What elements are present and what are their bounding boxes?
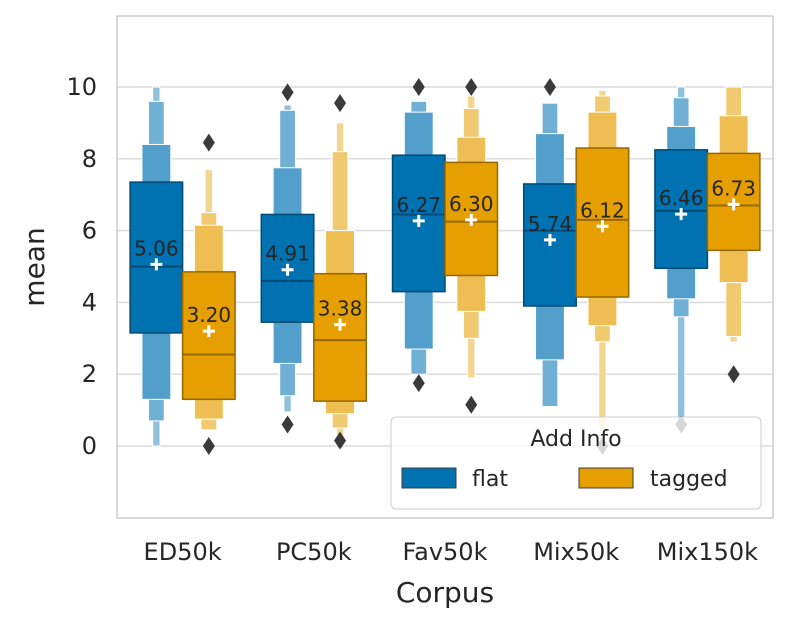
legend-label-flat: flat	[472, 467, 508, 492]
box-outline	[129, 181, 184, 334]
mean-marker	[202, 325, 215, 338]
mean-label: 6.73	[711, 176, 756, 200]
y-tick-label: 10	[66, 73, 97, 101]
outlier-point	[465, 395, 478, 414]
outlier-point	[281, 415, 294, 434]
box-outline	[260, 213, 315, 323]
outlier-point	[412, 78, 425, 96]
boxen-tagged-Mix150k	[706, 86, 761, 384]
mean-label: 6.46	[659, 186, 704, 210]
mean-marker	[412, 214, 425, 227]
plot-frame	[116, 15, 774, 519]
legend-swatch-flat	[401, 467, 457, 489]
boxen-flat-Fav50k	[391, 78, 446, 393]
boxen-flat-Mix50k	[522, 78, 577, 408]
y-tick-labels: 0 2 4 6 8 10	[66, 73, 97, 460]
boxen-tagged-Fav50k	[444, 78, 499, 414]
x-tick-label: PC50k	[276, 538, 352, 566]
outlier-point	[727, 365, 740, 384]
mean-label: 5.06	[134, 236, 179, 260]
y-tick-label: 4	[82, 288, 97, 316]
outlier-point	[334, 94, 347, 113]
mean-label: 6.12	[580, 198, 625, 222]
mean-marker	[675, 208, 688, 221]
x-tick-label: Mix50k	[533, 538, 619, 566]
x-tick-label: ED50k	[144, 538, 222, 566]
box-outline	[444, 161, 499, 277]
outlier-point	[202, 437, 215, 455]
legend-frame	[390, 416, 762, 510]
x-tick-labels: ED50k PC50k Fav50k Mix50k Mix150k	[144, 538, 759, 566]
legend-swatch-tagged	[578, 467, 634, 489]
mean-label: 3.38	[318, 297, 363, 321]
mean-label: 6.27	[396, 193, 441, 217]
mean-label: 4.91	[265, 242, 310, 266]
outlier-point	[334, 431, 347, 450]
mean-labels: 5.06 4.91 6.27 5.74 6.46 3.20 3.38 6.30 6.12 6.73	[134, 176, 756, 327]
mean-marker	[727, 198, 740, 211]
box-outline	[706, 152, 761, 252]
mean-label: 6.30	[449, 192, 494, 216]
mean-marker	[281, 263, 294, 276]
y-tick-label: 0	[82, 432, 97, 460]
mean-marker	[150, 258, 163, 271]
mean-marker	[334, 318, 347, 331]
mean-label: 3.20	[187, 303, 232, 327]
box-outline	[313, 272, 368, 402]
mean-marker	[596, 220, 609, 233]
y-tick-label: 2	[82, 360, 97, 388]
box-level	[313, 273, 367, 402]
outlier-point	[412, 374, 425, 393]
boxen-tagged-PC50k	[313, 94, 368, 450]
box-outline	[575, 147, 630, 298]
x-axis-label: Corpus	[396, 576, 494, 609]
legend-label-tagged: tagged	[650, 467, 728, 492]
outlier-point	[543, 78, 556, 96]
boxen-groups	[129, 78, 761, 455]
legend-title: Add Info	[530, 427, 621, 452]
mean-label: 5.74	[528, 212, 573, 236]
boxen-flat-Mix150k	[654, 86, 709, 434]
boxen-tagged-Mix50k	[575, 90, 630, 455]
y-tick-label: 6	[82, 217, 97, 245]
boxen-tagged-ED50k	[181, 133, 236, 455]
y-axis-label: mean	[18, 227, 51, 306]
outlier-point	[465, 78, 478, 96]
outlier-point	[281, 83, 294, 102]
boxen-flat-PC50k	[260, 83, 315, 434]
box-level	[130, 182, 183, 333]
y-tick-label: 8	[82, 145, 97, 173]
outlier-point	[202, 133, 215, 152]
mean-marker	[543, 233, 556, 246]
mean-marker	[465, 213, 478, 226]
box-outline	[181, 271, 236, 401]
legend: Add Info flat tagged	[390, 416, 762, 510]
boxen-flat-ED50k	[129, 86, 184, 447]
x-tick-label: Mix150k	[657, 538, 758, 566]
x-tick-label: Fav50k	[403, 538, 488, 566]
